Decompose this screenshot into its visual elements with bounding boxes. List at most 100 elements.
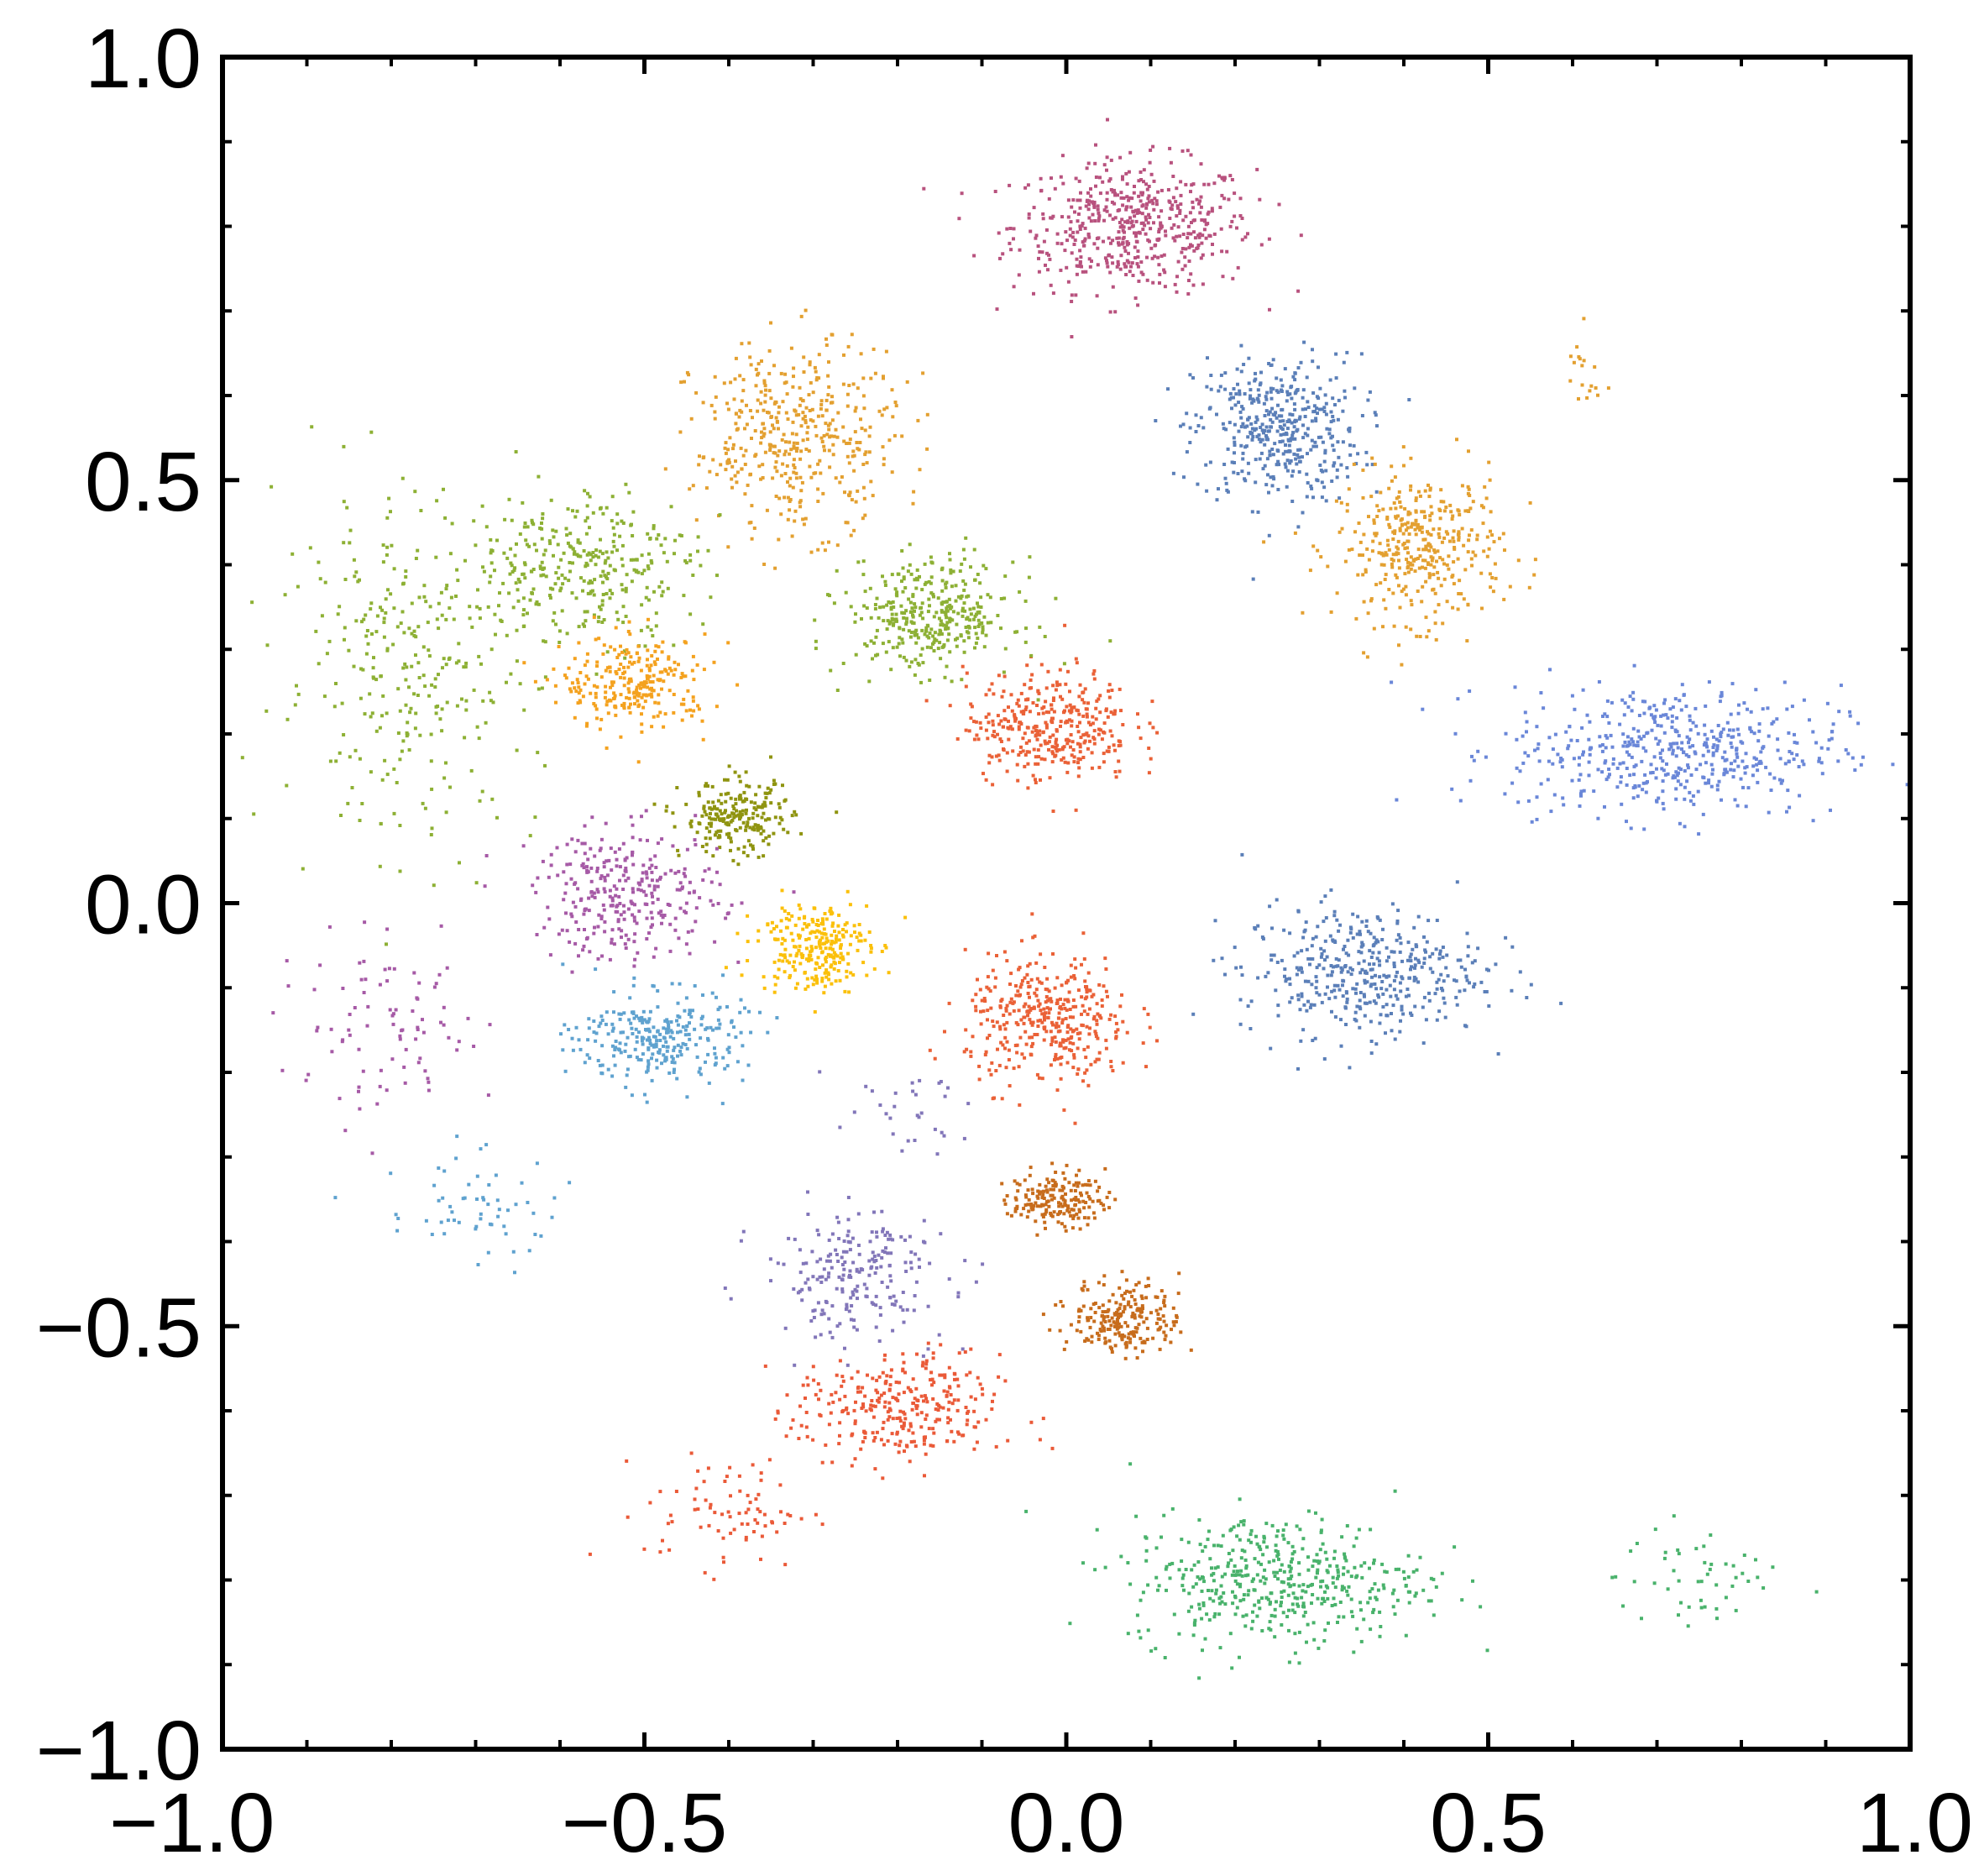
data-point bbox=[392, 811, 396, 815]
data-point bbox=[1043, 1025, 1047, 1030]
data-point bbox=[1348, 453, 1353, 457]
data-point bbox=[1097, 1057, 1101, 1061]
data-point bbox=[1078, 721, 1081, 725]
data-point bbox=[945, 626, 950, 631]
data-point bbox=[573, 686, 577, 690]
data-point bbox=[639, 888, 643, 893]
data-point bbox=[721, 820, 725, 823]
data-point bbox=[1291, 375, 1296, 379]
data-point bbox=[381, 694, 385, 698]
data-point bbox=[374, 630, 379, 634]
data-point bbox=[794, 432, 798, 437]
data-point bbox=[1293, 378, 1297, 382]
data-point bbox=[1130, 261, 1134, 265]
data-point bbox=[712, 660, 716, 664]
data-point bbox=[1306, 400, 1310, 404]
data-point bbox=[1083, 687, 1087, 691]
data-point bbox=[727, 764, 731, 768]
data-point bbox=[1741, 759, 1745, 763]
data-point bbox=[918, 574, 921, 579]
data-point bbox=[578, 688, 583, 692]
data-point bbox=[606, 711, 610, 715]
data-point bbox=[901, 566, 905, 570]
data-point bbox=[1264, 409, 1269, 413]
data-point bbox=[1150, 198, 1154, 202]
data-point bbox=[651, 680, 655, 684]
data-point bbox=[444, 617, 448, 621]
data-point bbox=[443, 516, 448, 520]
data-point bbox=[1108, 639, 1112, 643]
data-point bbox=[999, 597, 1003, 600]
data-point bbox=[669, 668, 673, 673]
data-point bbox=[1393, 529, 1397, 533]
data-point bbox=[1449, 510, 1453, 514]
data-point bbox=[1073, 238, 1077, 242]
data-point bbox=[1468, 981, 1471, 985]
data-point bbox=[643, 644, 647, 648]
data-point bbox=[1095, 1057, 1099, 1061]
data-point bbox=[1086, 1083, 1091, 1087]
data-point bbox=[1114, 1036, 1118, 1040]
data-point bbox=[1685, 779, 1689, 783]
data-point bbox=[978, 581, 982, 585]
cluster-9 bbox=[663, 308, 929, 570]
data-point bbox=[1091, 993, 1096, 997]
data-point bbox=[984, 693, 988, 697]
data-point bbox=[909, 610, 913, 614]
data-point bbox=[489, 551, 493, 555]
data-point bbox=[1137, 726, 1141, 730]
data-point bbox=[1488, 478, 1492, 482]
data-point bbox=[1071, 198, 1076, 202]
data-point bbox=[756, 814, 760, 818]
data-point bbox=[991, 783, 995, 787]
data-point bbox=[682, 697, 686, 701]
data-point bbox=[1132, 191, 1136, 195]
data-point bbox=[1625, 820, 1628, 824]
data-point bbox=[1091, 715, 1095, 719]
data-point bbox=[1697, 832, 1701, 836]
data-point bbox=[477, 736, 481, 741]
data-point bbox=[1746, 786, 1751, 790]
data-point bbox=[1406, 560, 1410, 564]
data-point bbox=[503, 517, 507, 521]
data-point bbox=[919, 680, 923, 684]
data-point bbox=[1291, 469, 1296, 474]
data-point bbox=[807, 449, 811, 453]
data-point bbox=[597, 616, 601, 619]
data-point bbox=[596, 555, 600, 559]
data-point bbox=[414, 653, 417, 658]
data-point bbox=[672, 710, 676, 715]
data-point bbox=[889, 601, 893, 605]
data-point bbox=[1008, 241, 1012, 245]
data-point bbox=[1175, 204, 1180, 208]
data-points bbox=[240, 118, 1909, 1680]
data-point bbox=[1559, 757, 1563, 760]
data-point bbox=[982, 997, 987, 1000]
data-point bbox=[1328, 378, 1332, 382]
data-point bbox=[601, 511, 605, 516]
data-point bbox=[1471, 550, 1475, 554]
data-point bbox=[1201, 426, 1206, 430]
data-point bbox=[947, 597, 951, 601]
data-point bbox=[1259, 440, 1263, 444]
data-point bbox=[913, 630, 917, 634]
data-point bbox=[1168, 200, 1172, 204]
data-point bbox=[489, 537, 493, 542]
data-point bbox=[988, 595, 992, 600]
data-point bbox=[610, 550, 615, 554]
data-point bbox=[1374, 533, 1378, 537]
data-point bbox=[489, 699, 493, 703]
data-point bbox=[1269, 958, 1274, 962]
data-point bbox=[1642, 734, 1646, 738]
data-point bbox=[976, 625, 981, 628]
data-point bbox=[786, 417, 790, 422]
data-point bbox=[374, 729, 379, 733]
data-point bbox=[1394, 515, 1398, 519]
data-point bbox=[536, 751, 540, 755]
data-point bbox=[1283, 367, 1287, 371]
data-point bbox=[1208, 406, 1212, 410]
data-point bbox=[1618, 762, 1622, 766]
data-point bbox=[1243, 235, 1248, 239]
data-point bbox=[1676, 779, 1680, 783]
data-point bbox=[553, 582, 558, 586]
